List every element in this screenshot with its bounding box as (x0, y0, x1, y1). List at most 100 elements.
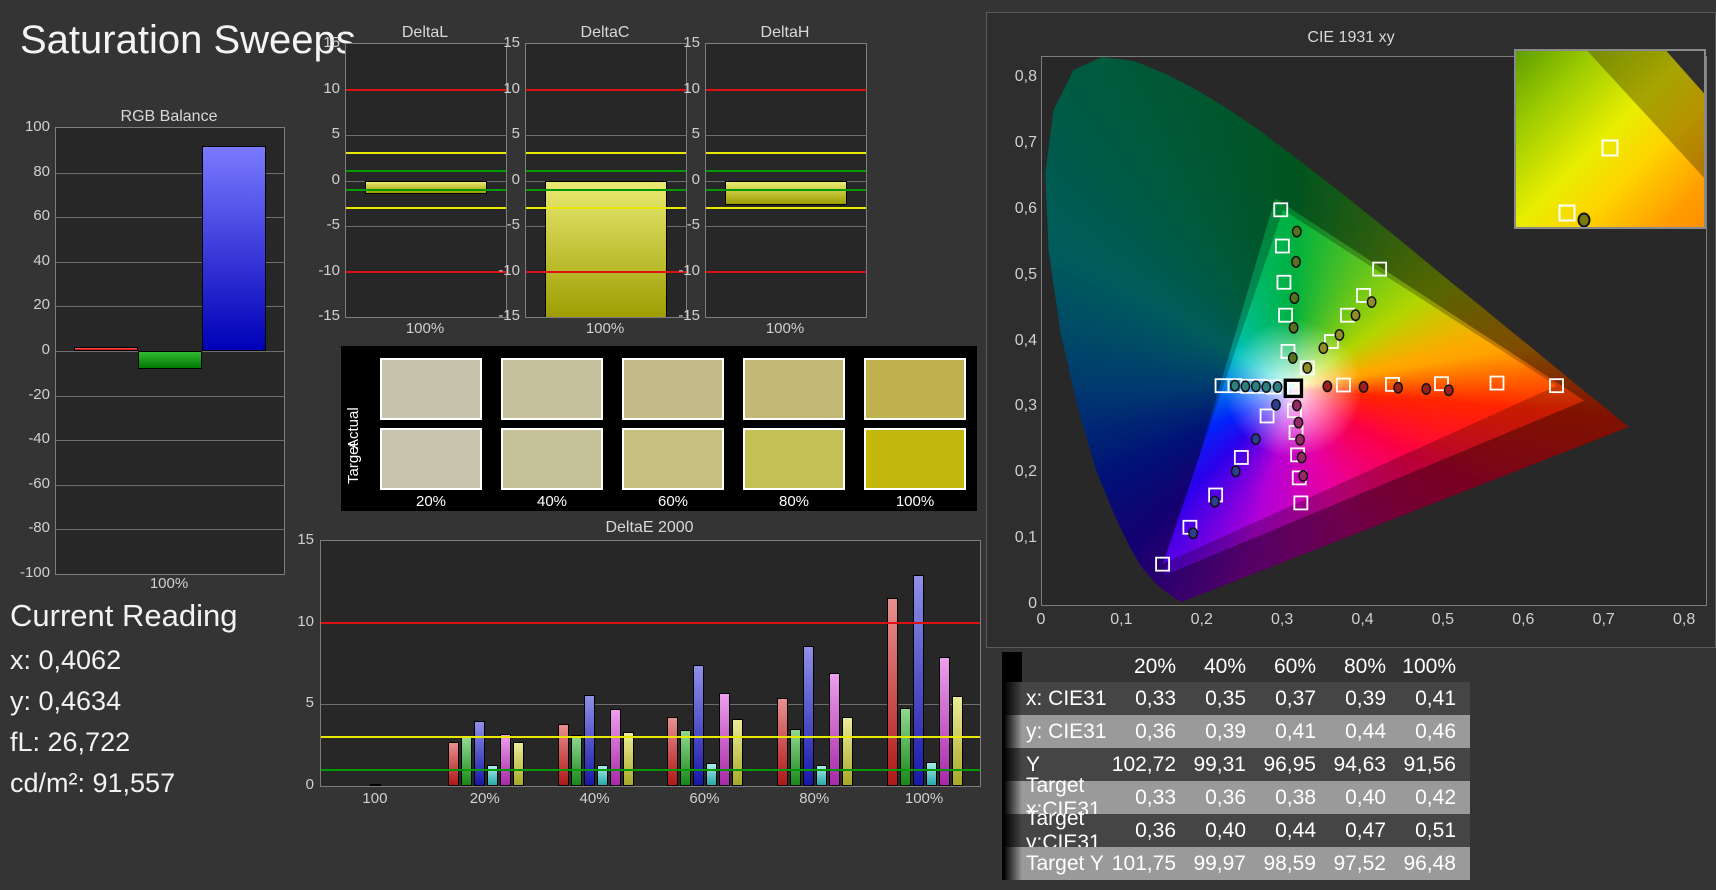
table-cell: 0,38 (1275, 785, 1316, 809)
delta-y-tick-label: 5 (331, 125, 340, 142)
cie-target-square-red (1434, 376, 1449, 392)
grid-line (56, 261, 284, 263)
cie-y-tick-label: 0,1 (1014, 529, 1037, 547)
cie-measured-dot-red (1393, 381, 1404, 394)
cie-measured-dot-red (1443, 384, 1454, 397)
cie-marker-overlay (1155, 202, 1564, 572)
swatch-col-label: 60% (657, 493, 689, 510)
current-reading-line: fL: 26,722 (10, 727, 131, 757)
limit-line-red (526, 88, 686, 91)
rgb-balance-x-label: 100% (149, 575, 189, 592)
deltae-bar-magenta-80% (829, 673, 841, 786)
grid-line (56, 395, 284, 397)
cie-target-square-green (1276, 274, 1292, 290)
delta-y-tick-label: -15 (498, 307, 520, 324)
deltae-x-tick-label: 40% (579, 790, 610, 807)
limit-line-yellow (706, 152, 866, 155)
table-row-strip (1002, 682, 1022, 715)
deltae-bar-red-80% (777, 697, 789, 786)
limit-line-green (346, 188, 506, 191)
table-header-100%: 100% (1402, 655, 1456, 678)
table-row-label: Target y:CIE31 (1026, 806, 1101, 854)
limit-line-yellow (526, 206, 686, 209)
cie-zoom-inset (1514, 49, 1706, 229)
deltae-bar-green-40% (570, 735, 582, 786)
cie-y-tick-label: 0,4 (1014, 331, 1037, 349)
grid-line (321, 704, 980, 706)
table-cell: 0,36 (1135, 719, 1176, 743)
grid-line (56, 172, 284, 174)
deltae-bar-magenta-100% (939, 656, 951, 786)
deltae-x-tick-label: 60% (689, 790, 720, 807)
table-header-corner (1002, 652, 1022, 682)
deltae-bar-green-20% (460, 737, 472, 786)
deltae-y-tick-label: 15 (297, 531, 314, 548)
cie-measured-dot-green (1287, 352, 1298, 364)
deltae-y-tick-label: 0 (305, 776, 314, 793)
swatch-col-label: 100% (895, 493, 935, 510)
limit-line-red (526, 270, 686, 273)
cie-y-tick-label: 0,5 (1014, 265, 1037, 283)
cie-x-tick-label: 0,6 (1512, 611, 1535, 628)
cie-measured-dot-red (1358, 381, 1369, 393)
table-row-label: x: CIE31 (1026, 686, 1107, 710)
deltae-bar-red-100% (887, 598, 899, 786)
limit-line-yellow (346, 206, 506, 209)
cie-white-point-square (1283, 378, 1304, 399)
swatch-col-label: 80% (778, 493, 810, 510)
rgb-balance-bar-red (74, 346, 139, 351)
swatch-target-40% (501, 428, 603, 490)
table-cell: 98,59 (1263, 851, 1316, 875)
cie-measured-dot-blue (1270, 398, 1281, 411)
cie-x-tick-label: 0,3 (1271, 611, 1294, 628)
cie-y-tick-label: 0,6 (1014, 199, 1037, 217)
rgb-y-tick-label: 0 (41, 341, 50, 358)
cie-target-square-yellow (1299, 360, 1315, 376)
rgb-y-tick-label: -60 (28, 474, 50, 492)
cie-target-square-yellow (1323, 334, 1339, 349)
inset-target-square (1558, 204, 1576, 222)
table-cell: 97,52 (1333, 851, 1386, 875)
deltae-bar-red-60% (667, 717, 679, 786)
table-row-label: y: CIE31 (1026, 719, 1107, 743)
cie-measured-dot-magenta (1291, 399, 1302, 412)
swatch-actual-80% (743, 358, 845, 420)
deltae-bar-blue-100% (913, 575, 925, 786)
deltae-bar-magenta-40% (609, 709, 621, 786)
delta-y-tick-label: 15 (683, 34, 700, 51)
cie-measured-dot-blue (1230, 465, 1241, 478)
deltae-bar-white-100 (370, 783, 382, 786)
delta-y-tick-label: -10 (678, 261, 700, 279)
limit-line-green (526, 170, 686, 173)
table-cell: 0,39 (1205, 719, 1246, 743)
delta-y-tick-label: 15 (503, 34, 520, 51)
delta-y-tick-label: 15 (323, 34, 340, 51)
rgb-y-tick-label: 80 (33, 162, 50, 180)
deltac-chart (525, 43, 687, 318)
delta-y-tick-label: 0 (691, 170, 700, 188)
cie-measured-dot-red (1322, 380, 1333, 393)
rgb-y-tick-label: 60 (33, 207, 50, 225)
deltae-bar-yellow-20% (512, 741, 524, 786)
rgb-y-tick-label: -20 (28, 385, 50, 403)
table-row: Y 102,72 99,31 96,95 94,63 91,56 (1002, 748, 1470, 781)
page-title: Saturation Sweeps (20, 18, 356, 62)
delta-y-tick-label: -5 (506, 216, 520, 233)
swatch-col-label: 40% (536, 493, 568, 510)
grid-line (56, 217, 284, 219)
table-row: Target y:CIE31 0,36 0,40 0,44 0,47 0,51 (1002, 806, 1470, 854)
limit-line-yellow (706, 206, 866, 209)
cie-measured-dot-yellow (1350, 309, 1361, 322)
cie-x-tick-label: 0 (1036, 611, 1046, 628)
table-row-label: Target Y (1026, 851, 1104, 875)
limit-line-green (321, 768, 980, 771)
cie-target-square-cyan (1214, 378, 1230, 394)
inset-gradient (1516, 51, 1704, 227)
cie-measured-dot-magenta (1298, 469, 1309, 482)
cie-measured-dot-green (1291, 225, 1302, 238)
delta-y-tick-label: 10 (323, 79, 340, 97)
limit-line-red (346, 88, 506, 91)
cie-target-square-red (1489, 375, 1505, 391)
cie-x-tick-label: 0,1 (1110, 611, 1133, 628)
cie-x-tick-label: 0,8 (1672, 611, 1696, 628)
